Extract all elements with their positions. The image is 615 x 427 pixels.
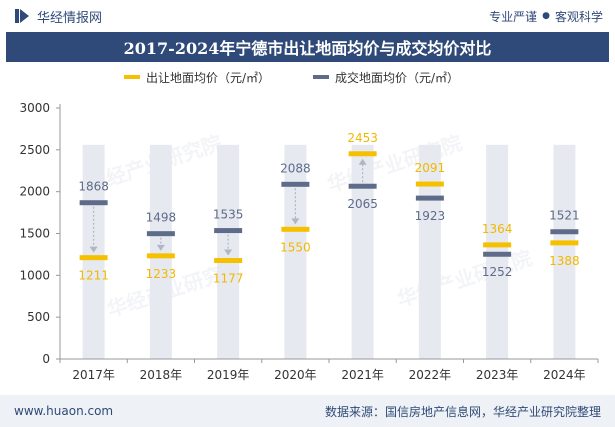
brand-logo-icon <box>15 9 29 23</box>
deal-price-label: 2065 <box>347 197 378 211</box>
x-tick-label: 2020年 <box>274 368 317 382</box>
tagline-separator: ● <box>542 11 550 21</box>
legend-label-2: 成交地面均价（元/㎡） <box>335 70 459 85</box>
deal-price-marker <box>281 181 310 187</box>
column-background <box>553 144 576 359</box>
x-tick-label: 2024年 <box>543 368 586 382</box>
deal-price-label: 1923 <box>415 209 446 223</box>
land-price-label: 1233 <box>146 267 177 281</box>
top-bar: 华经情报网 专业严谨 ● 客观科学 <box>0 0 615 32</box>
land-price-marker <box>214 258 243 264</box>
deal-price-label: 2088 <box>280 161 311 175</box>
column-background <box>351 144 374 359</box>
deal-price-marker <box>79 200 108 206</box>
column-background <box>284 144 307 359</box>
y-tick-label: 3000 <box>19 101 50 115</box>
footer: www.huaon.com 数据来源：国信房地产信息网，华经产业研究院整理 <box>0 395 615 427</box>
land-price-marker <box>146 253 175 259</box>
land-price-label: 1550 <box>280 240 311 254</box>
deal-price-label: 1498 <box>146 211 177 225</box>
deal-price-marker <box>214 228 243 234</box>
y-tick-label: 2500 <box>19 143 50 157</box>
land-price-marker <box>483 242 512 248</box>
tagline-left: 专业严谨 <box>489 9 538 24</box>
watermark-text: 华经产业研究院 <box>394 246 535 312</box>
y-axis: 0 500 1000 1500 2000 2500 3000 <box>19 101 61 366</box>
data-marks: 1211 1868 1233 1498 1177 1535 1550 2088 2453 2065… <box>78 131 579 286</box>
connector-arrow <box>89 246 98 253</box>
land-price-label: 1388 <box>549 254 580 268</box>
x-tick-label: 2019年 <box>207 368 250 382</box>
legend-swatch-1 <box>124 75 140 79</box>
deal-price-label: 1521 <box>549 209 580 223</box>
connector-arrow <box>358 158 367 165</box>
y-tick-label: 1500 <box>19 227 50 241</box>
land-price-marker <box>550 240 579 246</box>
connector-arrow <box>291 218 300 225</box>
y-tick-label: 2000 <box>19 185 50 199</box>
land-price-marker <box>348 151 377 157</box>
deal-price-marker <box>146 231 175 237</box>
x-tick-label: 2023年 <box>476 368 519 382</box>
brand-name: 华经情报网 <box>37 10 103 26</box>
brand: 华经情报网 <box>14 7 102 26</box>
tagline: 专业严谨 ● 客观科学 <box>489 8 603 25</box>
y-tick-label: 0 <box>42 352 50 366</box>
y-tick-label: 500 <box>27 310 50 324</box>
land-price-label: 2091 <box>415 161 446 175</box>
legend-swatch-2 <box>313 75 329 79</box>
chart-area: 华经产业研究院华经产业研究院华经产业研究院华经产业研究院 出让地面均价（元/㎡）… <box>19 70 599 382</box>
y-tick-label: 1000 <box>19 268 50 282</box>
x-tick-label: 2017年 <box>72 368 115 382</box>
column-background <box>418 144 441 359</box>
x-axis: 2017年 2018年 2019年 2020年 2021年 2022年 2023年 2024年 <box>59 358 599 382</box>
footer-source: 数据来源：国信房地产信息网，华经产业研究院整理 <box>324 404 601 419</box>
column-background <box>149 144 172 359</box>
land-price-marker <box>281 226 310 232</box>
legend: 出让地面均价（元/㎡） 成交地面均价（元/㎡） <box>124 70 459 85</box>
land-price-label: 1211 <box>78 269 109 283</box>
tagline-right: 客观科学 <box>554 9 603 24</box>
footer-url: www.huaon.com <box>14 404 114 418</box>
land-price-label: 1177 <box>213 272 244 286</box>
deal-price-marker <box>550 229 579 235</box>
land-price-marker <box>79 255 108 261</box>
deal-price-marker <box>483 251 512 257</box>
deal-price-label: 1535 <box>213 208 244 222</box>
deal-price-marker <box>415 195 444 201</box>
land-price-marker <box>415 181 444 187</box>
land-price-label: 2453 <box>347 131 378 145</box>
deal-price-marker <box>348 183 377 189</box>
chart-title: 2017-2024年宁德市出让地面均价与成交均价对比 <box>6 32 609 62</box>
deal-price-label: 1252 <box>482 265 513 279</box>
connector-arrow <box>156 244 165 251</box>
connector-arrow <box>224 249 233 256</box>
land-price-label: 1364 <box>482 222 513 236</box>
x-tick-label: 2021年 <box>341 368 384 382</box>
column-backgrounds <box>82 144 576 359</box>
deal-price-label: 1868 <box>78 180 109 194</box>
x-tick-label: 2018年 <box>140 368 183 382</box>
x-tick-label: 2022年 <box>409 368 452 382</box>
legend-label-1: 出让地面均价（元/㎡） <box>146 71 270 85</box>
